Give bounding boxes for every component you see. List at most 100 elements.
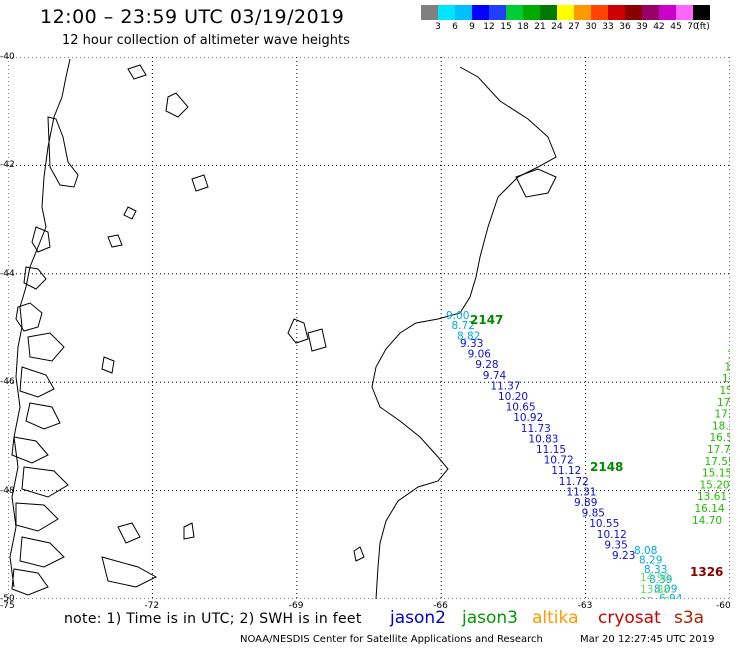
wave-height-value: 11.37 <box>490 380 520 392</box>
wave-height-value: 9.28 <box>475 359 498 371</box>
color-swatch <box>523 5 540 20</box>
color-swatch <box>659 5 676 20</box>
generated-timestamp: Mar 20 12:27:45 UTC 2019 <box>580 634 715 645</box>
color-scale-labels: 3 6 9 12 15 18 21 24 27 30 33 36 39 42 45 70 (ft) <box>421 22 740 36</box>
longitude-label: -66 <box>433 601 448 611</box>
wave-height-value: 8.72 <box>452 320 475 332</box>
footer-note: note: 1) Time is in UTC; 2) SWH is in fe… <box>64 611 362 627</box>
color-scale-label: 21 <box>534 22 546 32</box>
longitude-label: -69 <box>288 601 304 611</box>
color-scale-label: 39 <box>636 22 648 32</box>
wave-height-value: 8.39 <box>649 574 672 586</box>
wave-height-value: 16.14 <box>695 503 725 515</box>
wave-height-value: 8.33 <box>644 564 667 576</box>
wave-height-value: 10.55 <box>589 518 619 530</box>
satellite-legend-altika: altika <box>532 608 579 628</box>
wave-height-value: 15.24 <box>720 385 731 397</box>
wave-height-value: 9.35 <box>604 539 627 551</box>
wave-height-value: 8.08 <box>634 545 657 557</box>
wave-height-value: 10.83 <box>528 433 558 445</box>
pass-label: 2147 <box>470 313 504 327</box>
latitude-label: -44 <box>0 268 15 279</box>
wave-height-value: 13.48 <box>640 596 670 599</box>
wave-height-value: 14.90 <box>640 572 670 584</box>
altimeter-tracks: 9.008.728.829.339.069.289.7411.3710.2010… <box>446 310 730 599</box>
wave-height-value: 9.74 <box>483 370 507 382</box>
color-swatch <box>676 5 693 20</box>
wave-height-value: 11.15 <box>536 444 566 456</box>
wave-height-value: 18.63 <box>712 420 730 432</box>
color-swatch <box>625 5 642 20</box>
color-scale-label: 42 <box>653 22 665 32</box>
wave-height-value: 10.12 <box>597 529 627 541</box>
pass-label: 1326 <box>690 565 724 579</box>
satellite-legend-jason2: jason2 <box>390 608 446 628</box>
wave-height-value: 16.8 <box>722 373 730 385</box>
latitude-label: -50 <box>0 594 15 604</box>
wave-height-value: 14.70 <box>692 515 722 527</box>
wave-height-value: 13.61 <box>697 491 727 503</box>
color-scale-label: 6 <box>452 22 458 32</box>
color-scale-label: 15 <box>500 22 512 32</box>
color-scale-label: 18 <box>517 22 529 32</box>
color-scale-label: 36 <box>619 22 631 32</box>
wave-height-value: 9.33 <box>460 338 483 350</box>
wave-height-value: 8.82 <box>457 330 480 342</box>
color-scale-label: 12 <box>483 22 495 32</box>
color-scale-label: (ft) <box>696 22 710 32</box>
wave-height-value: 11.72 <box>559 476 589 488</box>
latitude-label: -40 <box>0 52 15 62</box>
color-scale-label: 30 <box>585 22 597 32</box>
color-swatch <box>438 5 455 20</box>
wave-height-value: 17.03 <box>715 409 731 421</box>
wave-height-value: 18.0 <box>725 361 731 373</box>
longitude-label: -60 <box>716 601 731 611</box>
wave-height-value: 9.00 <box>446 310 469 322</box>
wave-height-value: 15.15 <box>702 468 730 480</box>
color-scale-label: 3 <box>435 22 441 32</box>
color-swatch <box>540 5 557 20</box>
wave-height-value: 15.20 <box>700 479 730 491</box>
longitude-label: -63 <box>577 601 593 611</box>
wave-height-value: 17.27 <box>717 397 730 409</box>
wave-height-value: 16.55 <box>710 432 731 444</box>
satellite-legend-s3a: s3a <box>674 608 705 628</box>
color-swatch <box>608 5 625 20</box>
color-scale-label: 70 <box>687 22 699 32</box>
wave-height-value: 6.94 <box>659 593 683 599</box>
color-swatch <box>574 5 591 20</box>
color-swatch <box>506 5 523 20</box>
wave-height-value: 9.85 <box>582 508 605 520</box>
argentina-coastline <box>287 66 557 599</box>
wave-height-value: 8.09 <box>654 583 677 595</box>
latitude-label: -42 <box>0 160 15 171</box>
credit-line: NOAA/NESDIS Center for Satellite Applica… <box>240 634 543 645</box>
satellite-legend-cryosat: cryosat <box>598 608 661 628</box>
color-swatch <box>421 5 438 20</box>
color-swatch <box>591 5 608 20</box>
pass-label: 2148 <box>590 460 624 474</box>
color-scale-label: 33 <box>602 22 614 32</box>
wave-height-value: 11.31 <box>566 486 596 498</box>
satellite-legend-jason3: jason3 <box>462 608 518 628</box>
latitude-label: -48 <box>0 485 15 496</box>
wave-height-value: 10.92 <box>513 412 543 424</box>
longitude-label: -72 <box>144 601 160 611</box>
coastline-map: 9.008.728.829.339.069.289.7411.3710.2010… <box>8 57 730 599</box>
wave-height-value: 11.12 <box>551 465 581 477</box>
wave-height-value: 17.55 <box>705 456 731 468</box>
wave-height-value: 17.72 <box>707 444 730 456</box>
wave-height-value: 9.23 <box>612 550 635 562</box>
wave-height-value: 19. <box>727 350 730 362</box>
wave-height-value: 10.20 <box>498 391 528 403</box>
longitude-label: -75 <box>0 601 15 611</box>
color-scale-label: 24 <box>551 22 563 32</box>
chile-coastline <box>9 58 209 596</box>
color-swatch <box>489 5 506 20</box>
map-title: 12:00 – 23:59 UTC 03/19/2019 <box>40 6 345 28</box>
wave-height-value: 11.73 <box>521 423 551 435</box>
color-scale-label: 45 <box>670 22 682 32</box>
wave-height-color-scale <box>421 5 710 20</box>
color-scale-label: 27 <box>568 22 580 32</box>
